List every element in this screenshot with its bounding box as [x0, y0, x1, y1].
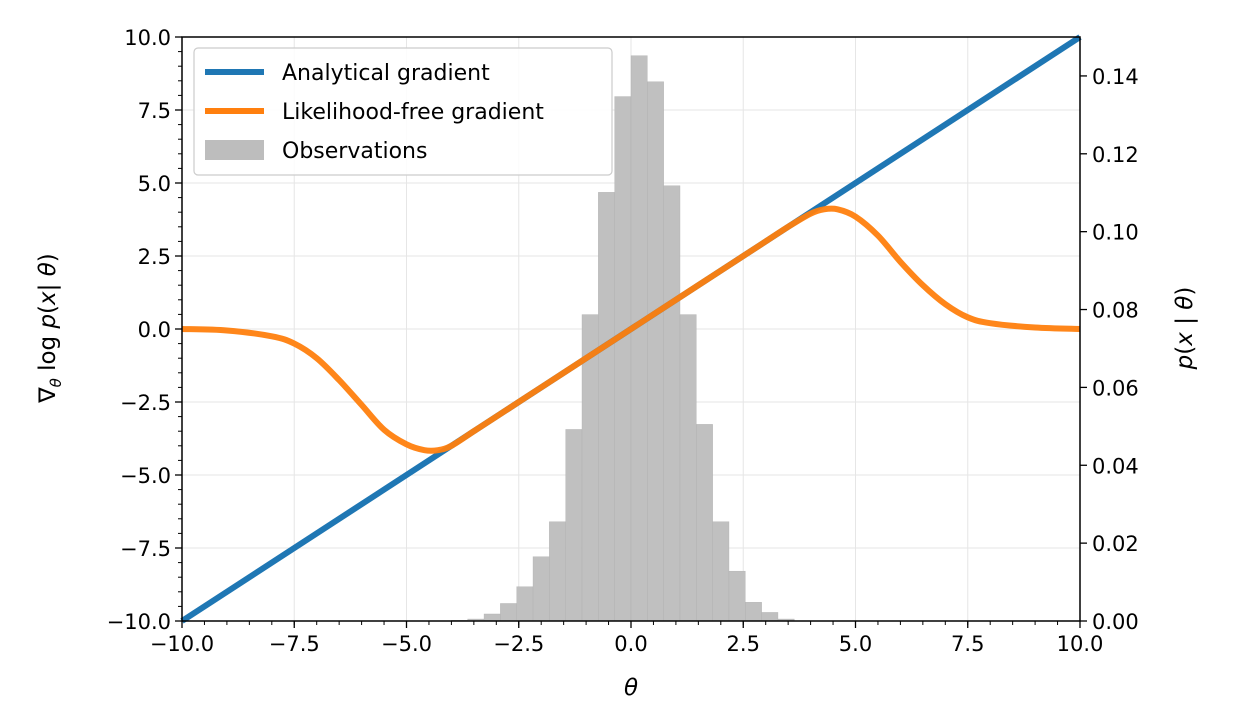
svg-text:∇θ log p(x| θ): ∇θ log p(x| θ)	[35, 253, 65, 404]
legend-label: Likelihood-free gradient	[282, 100, 544, 125]
legend-box	[193, 47, 613, 176]
histogram-bar	[483, 613, 501, 622]
histogram-bar	[745, 602, 762, 622]
y-left-tick-label: −5.0	[120, 464, 171, 488]
y-right-tick-label: 0.02	[1092, 532, 1139, 556]
histogram-bar	[679, 314, 697, 622]
axis-ticks: −10.0 −7.5 −5.0 −2.5 0.0 2.5 5.0 7.5 10.0 −10.0 −7…	[107, 26, 1139, 656]
histogram-bar	[532, 556, 550, 622]
y-left-tick-label: 7.5	[138, 99, 171, 123]
histogram-bar	[614, 96, 632, 622]
x-tick-label: −7.5	[269, 632, 320, 656]
series-lines	[180, 34, 1082, 624]
legend-label: Observations	[282, 139, 427, 164]
histogram-bar	[565, 429, 583, 622]
histogram-bar	[696, 424, 713, 622]
x-axis-label: θ	[624, 675, 638, 701]
y-right-tick-label: 0.12	[1092, 143, 1139, 167]
y-left-tick-label: −2.5	[120, 391, 171, 415]
svg-text:p(x | θ): p(x | θ)	[1172, 287, 1198, 371]
x-tick-label: 5.0	[839, 632, 872, 656]
y-left-tick-label: 0.0	[138, 318, 171, 342]
histogram-bar	[761, 612, 779, 622]
y-left-tick-label: −7.5	[120, 537, 171, 561]
histogram-bar	[598, 192, 615, 622]
y-axis-right-label: p(x | θ)	[1172, 287, 1198, 371]
y-right-tick-label: 0.06	[1092, 376, 1139, 400]
histogram-bar	[663, 185, 681, 622]
y-right-tick-label: 0.10	[1092, 221, 1139, 245]
y-left-tick-label: 2.5	[138, 245, 171, 269]
histogram-bar	[647, 81, 664, 622]
x-tick-label: 10.0	[1057, 632, 1104, 656]
legend-label: Analytical gradient	[282, 61, 490, 86]
x-tick-label: 7.5	[951, 632, 984, 656]
y-left-tick-label: −10.0	[107, 610, 171, 634]
y-axis-left-label: ∇θ log p(x| θ)	[35, 253, 65, 404]
y-right-tick-label: 0.08	[1092, 299, 1139, 323]
y-right-tick-label: 0.04	[1092, 454, 1139, 478]
x-tick-label: 2.5	[727, 632, 760, 656]
histogram-bar	[516, 586, 534, 622]
legend: Analytical gradient Likelihood-free gradi…	[193, 47, 613, 176]
x-tick-label: 0.0	[614, 632, 647, 656]
observations-histogram	[451, 55, 795, 622]
legend-swatch-patch	[205, 140, 264, 160]
y-right-tick-label: 0.00	[1092, 610, 1139, 634]
y-left-tick-label: 10.0	[124, 26, 171, 50]
x-tick-label: −2.5	[493, 632, 544, 656]
histogram-bar	[728, 570, 746, 622]
histogram-bar	[500, 603, 517, 622]
x-tick-label: −10.0	[150, 632, 214, 656]
y-right-tick-label: 0.14	[1092, 65, 1139, 89]
histogram-bar	[549, 521, 566, 622]
histogram-bar	[630, 55, 648, 622]
histogram-bar	[712, 521, 730, 622]
x-tick-label: −5.0	[381, 632, 432, 656]
y-left-tick-label: 5.0	[138, 172, 171, 196]
likelihood-free-gradient-line	[181, 205, 1081, 454]
